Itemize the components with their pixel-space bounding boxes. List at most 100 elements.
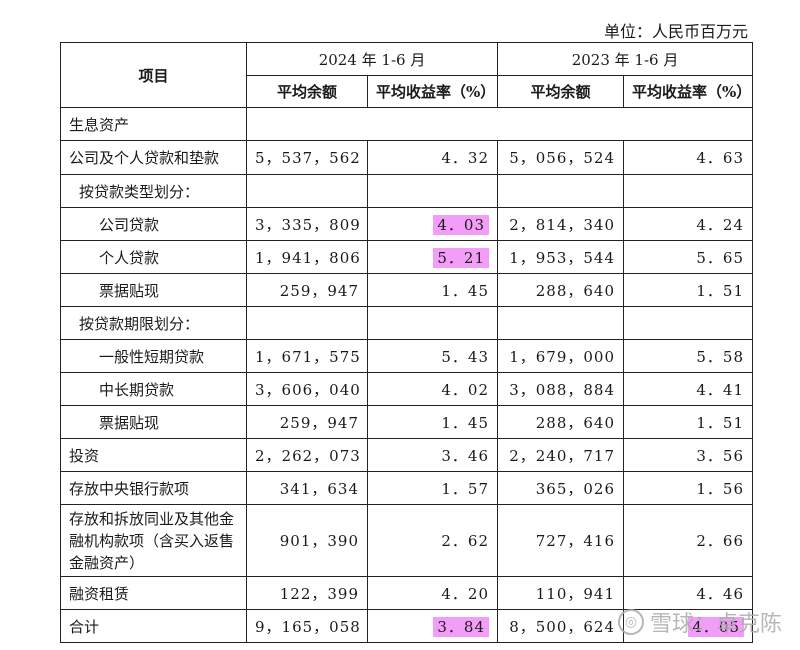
- yield-2024: 1．45: [366, 273, 499, 307]
- row-label: 按贷款期限划分：: [60, 306, 247, 340]
- balance-2023: 3，088，884: [497, 372, 625, 406]
- balance-2024: 122，399: [246, 576, 368, 610]
- row-empty: [245, 107, 754, 141]
- row-label: 融资租赁: [60, 576, 247, 610]
- yield-2024-cell: 3．84: [366, 609, 499, 643]
- header-item: 项目: [60, 42, 247, 108]
- row-label: 公司贷款: [60, 207, 247, 241]
- header-avg-yield-2023: 平均收益率（%）: [623, 75, 754, 108]
- yield-2024: 4．32: [366, 140, 499, 175]
- balance-2024: 3，335，809: [246, 207, 368, 241]
- balance-2024: 901，390: [246, 504, 368, 577]
- row-label: 存放和拆放同业及其他金融机构款项（含买入返售金融资产）: [60, 504, 247, 577]
- balance-2023: 2，240，717: [497, 438, 625, 472]
- yield-2023: 2．66: [623, 504, 754, 577]
- table-row: 票据贴现 259，947 1．45 288，640 1．51: [60, 405, 754, 439]
- balance-2024: 3，606，040: [246, 372, 368, 406]
- yield-2024-highlighted: 4．03: [433, 214, 490, 235]
- balance-2023: [497, 174, 625, 208]
- balance-2023: 288，640: [497, 405, 625, 439]
- balance-2023: 110，941: [497, 576, 625, 610]
- balance-2024: [246, 306, 368, 340]
- yield-2023: 3．56: [623, 438, 754, 472]
- balance-2023: 5，056，524: [497, 140, 625, 175]
- yield-2023: 1．51: [623, 405, 754, 439]
- yield-2024: 5．43: [366, 339, 499, 373]
- table-row: 票据贴现 259，947 1．45 288，640 1．51: [60, 273, 754, 307]
- row-label: 个人贷款: [60, 240, 247, 274]
- yield-2023: 4．24: [623, 207, 754, 241]
- yield-2023: 4．63: [623, 140, 754, 175]
- row-label: 投资: [60, 438, 247, 472]
- yield-2024: 4．02: [366, 372, 499, 406]
- balance-2024: [246, 174, 368, 208]
- yield-2024: [366, 174, 499, 208]
- balance-2023: 288，640: [497, 273, 625, 307]
- row-label: 票据贴现: [60, 405, 247, 439]
- yield-2024-cell: 4．03: [366, 207, 499, 241]
- table-row: 投资 2，262，073 3．46 2，240，717 3．56: [60, 438, 754, 472]
- watermark: ◎ 雪球：卓克陈: [617, 606, 782, 638]
- yield-2024: [366, 306, 499, 340]
- yield-2023-highlighted: 4．05: [688, 616, 745, 637]
- row-label: 生息资产: [60, 107, 247, 141]
- yield-2023: [623, 306, 754, 340]
- row-label: 合计: [60, 609, 247, 643]
- balance-2024: 5，537，562: [246, 140, 368, 175]
- header-period-2023: 2023 年 1-6 月: [497, 42, 754, 76]
- yield-2023: 5．58: [623, 339, 754, 373]
- balance-2023: 8，500，624: [497, 609, 625, 643]
- row-label: 中长期贷款: [60, 372, 247, 406]
- yield-2023: 4．46: [623, 576, 754, 610]
- balance-2023: 2，814，340: [497, 207, 625, 241]
- yield-2023: [623, 174, 754, 208]
- row-label: 票据贴现: [60, 273, 247, 307]
- table-row: 存放和拆放同业及其他金融机构款项（含买入返售金融资产） 901，390 2．62…: [60, 504, 754, 577]
- header-avg-yield-2024: 平均收益率（%）: [366, 75, 499, 108]
- balance-2024: 1，941，806: [246, 240, 368, 274]
- snowball-logo-icon: ◎: [617, 609, 644, 635]
- yield-2024: 4．20: [366, 576, 499, 610]
- yield-2024: 1．57: [366, 471, 499, 505]
- balance-2024: 1，671，575: [246, 339, 368, 373]
- balance-2023: [497, 306, 625, 340]
- balance-2023: 1，679，000: [497, 339, 625, 373]
- balance-2024: 259，947: [246, 273, 368, 307]
- table-row: 一般性短期贷款 1，671，575 5．43 1，679，000 5．58: [60, 339, 754, 373]
- yield-2023: 5．65: [623, 240, 754, 274]
- yield-2024-highlighted: 5．21: [433, 247, 490, 268]
- yield-2024: 2．62: [366, 504, 499, 577]
- table-row: 生息资产: [60, 107, 754, 141]
- balance-2024: 9，165，058: [246, 609, 368, 643]
- row-label: 公司及个人贷款和垫款: [60, 140, 247, 175]
- unit-label: 单位：人民币百万元: [603, 22, 748, 41]
- balance-2023: 1，953，544: [497, 240, 625, 274]
- table-row: 公司及个人贷款和垫款 5，537，562 4．32 5，056，524 4．63: [60, 140, 754, 175]
- table-row: 按贷款期限划分：: [60, 306, 754, 340]
- interest-earning-assets-table: 项目 2024 年 1-6 月 2023 年 1-6 月 平均余额 平均收益率（…: [60, 42, 754, 643]
- table-row: 个人贷款 1，941，806 5．21 1，953，544 5．65: [60, 240, 754, 274]
- balance-2024: 259，947: [246, 405, 368, 439]
- yield-2023: 1．51: [623, 273, 754, 307]
- balance-2024: 2，262，073: [246, 438, 368, 472]
- header-avg-balance-2024: 平均余额: [246, 75, 368, 108]
- yield-2024: 1．45: [366, 405, 499, 439]
- table-row-total: 合计 9，165，058 3．84 8，500，624 4．05: [60, 609, 754, 643]
- table-row: 公司贷款 3，335，809 4．03 2，814，340 4．24: [60, 207, 754, 241]
- table-row: 存放中央银行款项 341，634 1．57 365，026 1．56: [60, 471, 754, 505]
- header-avg-balance-2023: 平均余额: [497, 75, 625, 108]
- yield-2024-highlighted: 3．84: [433, 616, 490, 637]
- row-label: 一般性短期贷款: [60, 339, 247, 373]
- watermark-text: 雪球：卓克陈: [649, 612, 782, 637]
- row-label: 按贷款类型划分：: [60, 174, 247, 208]
- yield-2024: 3．46: [366, 438, 499, 472]
- yield-2024-cell: 5．21: [366, 240, 499, 274]
- yield-2023-cell: 4．05: [623, 609, 754, 643]
- balance-2023: 365，026: [497, 471, 625, 505]
- balance-2023: 727，416: [497, 504, 625, 577]
- header-period-2024: 2024 年 1-6 月: [245, 42, 499, 76]
- row-label: 存放中央银行款项: [60, 471, 247, 505]
- table-row: 融资租赁 122，399 4．20 110，941 4．46: [60, 576, 754, 610]
- yield-2023: 1．56: [623, 471, 754, 505]
- table-row: 按贷款类型划分：: [60, 174, 754, 208]
